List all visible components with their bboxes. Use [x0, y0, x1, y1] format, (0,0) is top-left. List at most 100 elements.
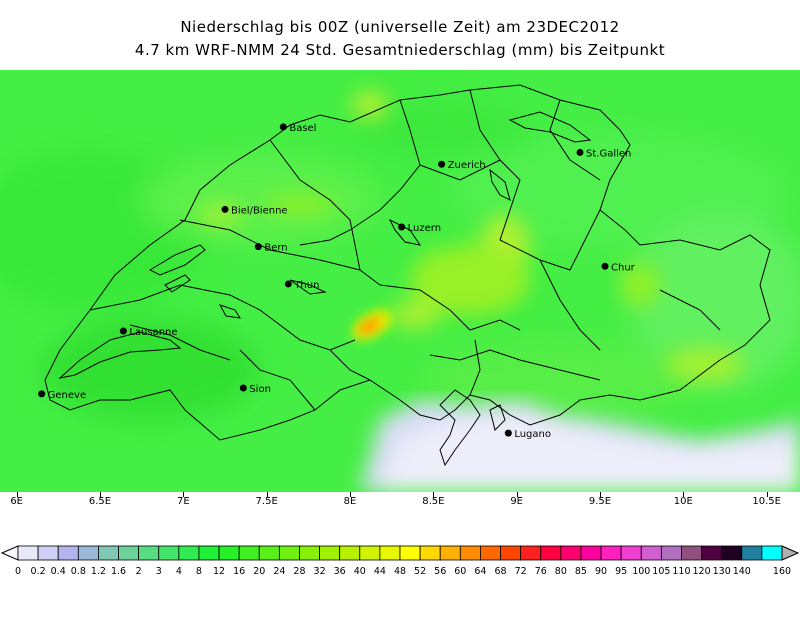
colorbar-label: 130	[713, 566, 731, 577]
x-tick-label: 6E	[10, 496, 23, 507]
colorbar-swatch	[359, 545, 381, 561]
x-tick	[100, 492, 101, 497]
city-dot	[239, 384, 247, 392]
city-label: Thun	[293, 280, 319, 291]
colorbar-swatch	[37, 545, 59, 561]
colorbar-swatch	[319, 545, 341, 561]
city-dot	[279, 123, 287, 131]
colorbar-label: 1.2	[91, 566, 106, 577]
colorbar-swatch	[57, 545, 79, 561]
colorbar-label: 68	[494, 566, 506, 577]
city-dot	[601, 262, 609, 270]
colorbar-swatch	[238, 545, 260, 561]
colorbar-legend: 0 0.2 0.4 0.8 1.2 1.6 2 3 4 8 12 16 20 24 28 32 36 40 44 48…	[0, 540, 800, 590]
chart-subtitle: 4.7 km WRF-NMM 24 Std. Gesamtniederschla…	[134, 41, 666, 59]
x-axis: 6E 6.5E 7E 7.5E 8E 8.5E 9E 9.5E 10E 10.5E	[0, 492, 800, 512]
city-dot	[254, 243, 262, 251]
colorbar-label: 0.8	[71, 566, 86, 577]
colorbar-swatch	[741, 545, 763, 561]
colorbar-swatch	[580, 545, 602, 561]
colorbar-label: 120	[693, 566, 711, 577]
x-tick	[683, 492, 685, 497]
colorbar-swatch	[399, 545, 421, 561]
x-tick	[16, 492, 18, 497]
colorbar-label: 0.2	[31, 566, 46, 577]
precipitation-map: Basel Zuerich St.Gallen Biel/Bienne Luzern Be…	[0, 70, 800, 492]
precip-field-heavy	[352, 309, 392, 341]
x-tick-label: 9.5E	[588, 496, 612, 507]
city-dot	[119, 327, 127, 335]
colorbar-label: 16	[233, 566, 245, 577]
x-tick-label: 7E	[176, 496, 190, 507]
colorbar-swatch	[439, 545, 461, 561]
city-label: Biel/Bienne	[231, 205, 288, 216]
colorbar-label: 80	[555, 566, 567, 577]
city-label: Chur	[611, 262, 636, 273]
colorbar-swatch	[761, 545, 783, 561]
city-dot	[398, 223, 406, 231]
colorbar-label: 60	[454, 566, 466, 577]
colorbar-label: 105	[652, 566, 670, 577]
x-tick	[433, 492, 435, 497]
colorbar-label: 0	[15, 566, 21, 577]
colorbar-swatch	[158, 545, 180, 561]
colorbar-label: 72	[515, 566, 527, 577]
x-tick-label: 8E	[343, 496, 357, 507]
x-tick	[766, 492, 768, 497]
colorbar-swatch	[480, 545, 501, 561]
city-dot	[284, 280, 292, 288]
city-label: Geneve	[48, 390, 86, 401]
colorbar-label: 52	[414, 566, 426, 577]
colorbar-label: 90	[595, 566, 607, 577]
colorbar-label: 24	[273, 566, 285, 577]
colorbar-swatch	[600, 545, 622, 561]
colorbar-svg: 0 0.2 0.4 0.8 1.2 1.6 2 3 4 8 12 16 20 24 28 32 36 40 44 48…	[0, 545, 800, 577]
colorbar-swatch	[77, 545, 99, 561]
city-markers: Basel Zuerich St.Gallen Biel/Bienne Luzern Be…	[38, 123, 636, 440]
city-label: Bern	[264, 243, 287, 254]
colorbar-swatch	[17, 545, 39, 561]
colorbar-swatch	[138, 545, 160, 561]
x-tick-label: 10.5E	[752, 496, 781, 507]
precip-field-variation	[0, 100, 800, 420]
city-label: Sion	[249, 384, 271, 395]
colorbar-swatch	[299, 545, 320, 561]
colorbar-swatch	[701, 545, 723, 561]
x-tick	[183, 492, 185, 497]
chart-title: Niederschlag bis 00Z (universelle Zeit) …	[180, 18, 620, 36]
colorbar-swatch	[721, 545, 743, 561]
city-label: St.Gallen	[586, 148, 631, 159]
city-dot	[576, 148, 584, 156]
colorbar-label: 28	[293, 566, 305, 577]
x-tick-label: 10E	[673, 496, 693, 507]
city-label: Zuerich	[448, 160, 486, 171]
colorbar-label: 12	[213, 566, 225, 577]
x-tick	[600, 492, 601, 497]
colorbar-label: 4	[176, 566, 182, 577]
colorbar-swatch	[198, 545, 220, 561]
x-tick	[350, 492, 351, 497]
colorbar-swatch	[178, 545, 200, 561]
precip-field-moderate	[198, 91, 745, 383]
colorbar-swatch	[118, 545, 140, 561]
colorbar-swatch	[681, 545, 702, 561]
city-dot	[504, 429, 512, 437]
colorbar-label: 48	[394, 566, 406, 577]
colorbar-label: 36	[334, 566, 346, 577]
colorbar-label: 56	[434, 566, 446, 577]
colorbar-label: 140	[733, 566, 751, 577]
colorbar-swatch	[560, 545, 582, 561]
city-label: Lausanne	[129, 327, 177, 338]
colorbar-label: 32	[314, 566, 326, 577]
city-label: Basel	[289, 123, 316, 134]
precip-field-dry	[360, 400, 800, 492]
lake-outlines	[58, 111, 592, 467]
colorbar-label: 40	[354, 566, 366, 577]
colorbar-swatch	[520, 545, 542, 561]
city-dot	[438, 160, 446, 168]
city-dot	[38, 390, 46, 398]
colorbar-swatch	[258, 545, 280, 561]
colorbar-swatch	[419, 545, 441, 561]
x-tick-label: 9E	[510, 496, 523, 507]
colorbar-label: 8	[196, 566, 202, 577]
